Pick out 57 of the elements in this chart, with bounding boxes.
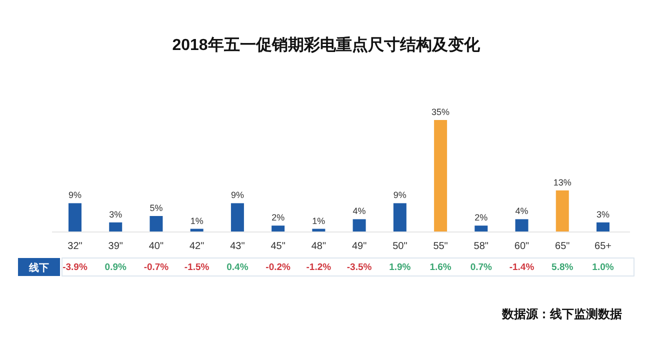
data-label: 1% [312,216,326,226]
data-label: 3% [109,209,122,220]
text: -1.4% [509,262,535,273]
data-label: 9% [68,190,82,200]
bar [230,203,244,232]
text: -1.5% [184,262,210,273]
x-tick-label: 40" [148,241,164,252]
data-label: 4% [515,206,528,216]
x-tick-label: 58" [474,241,489,252]
bar [556,190,569,232]
x-tick-label: 60" [514,241,530,252]
text: -0.2% [266,262,292,273]
x-tick-label: 45" [270,241,286,252]
x-tick-label: 65+ [594,241,612,252]
text: 数据源：线下监测数据 [501,307,622,321]
x-tick-label: 32" [68,241,83,252]
data-label: 2% [474,212,488,223]
text: 0.9% [104,262,127,273]
bar [272,226,285,232]
data-label: 4% [352,206,366,216]
bar [68,203,82,232]
text: -1.2% [306,262,332,273]
bar [474,226,488,232]
text: -3.9% [62,262,88,273]
data-label: 5% [150,203,163,213]
text: -0.7% [144,262,170,273]
x-tick-label: 50" [392,241,408,252]
data-label: 35% [432,107,450,117]
text: 1.9% [389,262,412,273]
x-tick-label: 55" [433,241,448,252]
x-tick-label: 42" [190,241,205,252]
text: 1.6% [430,262,452,273]
bar [393,203,406,232]
bar [109,222,122,232]
chart-title: 2018年五一促销期彩电重点尺寸结构及变化 [172,36,481,54]
data-label: 13% [553,177,572,188]
text: 5.8% [552,262,574,273]
bar [434,120,448,232]
text: -3.5% [346,262,372,273]
data-label: 1% [190,216,204,226]
x-tick-label: 65" [555,241,570,252]
text: 0.7% [470,262,493,273]
bar [515,219,528,232]
text: 线下 [28,262,49,274]
x-tick-label: 39" [108,241,124,252]
bar [150,216,163,232]
data-label: 3% [596,209,610,220]
x-tick-label: 48" [311,241,326,252]
x-tick-label: 43" [230,241,246,252]
data-label: 9% [230,190,244,200]
text: 1.0% [592,262,614,273]
bar [352,219,366,232]
bar [596,222,610,232]
x-tick-label: 49" [352,241,368,252]
data-label: 9% [393,190,406,200]
text: 0.4% [226,262,249,273]
data-label: 2% [272,212,285,223]
